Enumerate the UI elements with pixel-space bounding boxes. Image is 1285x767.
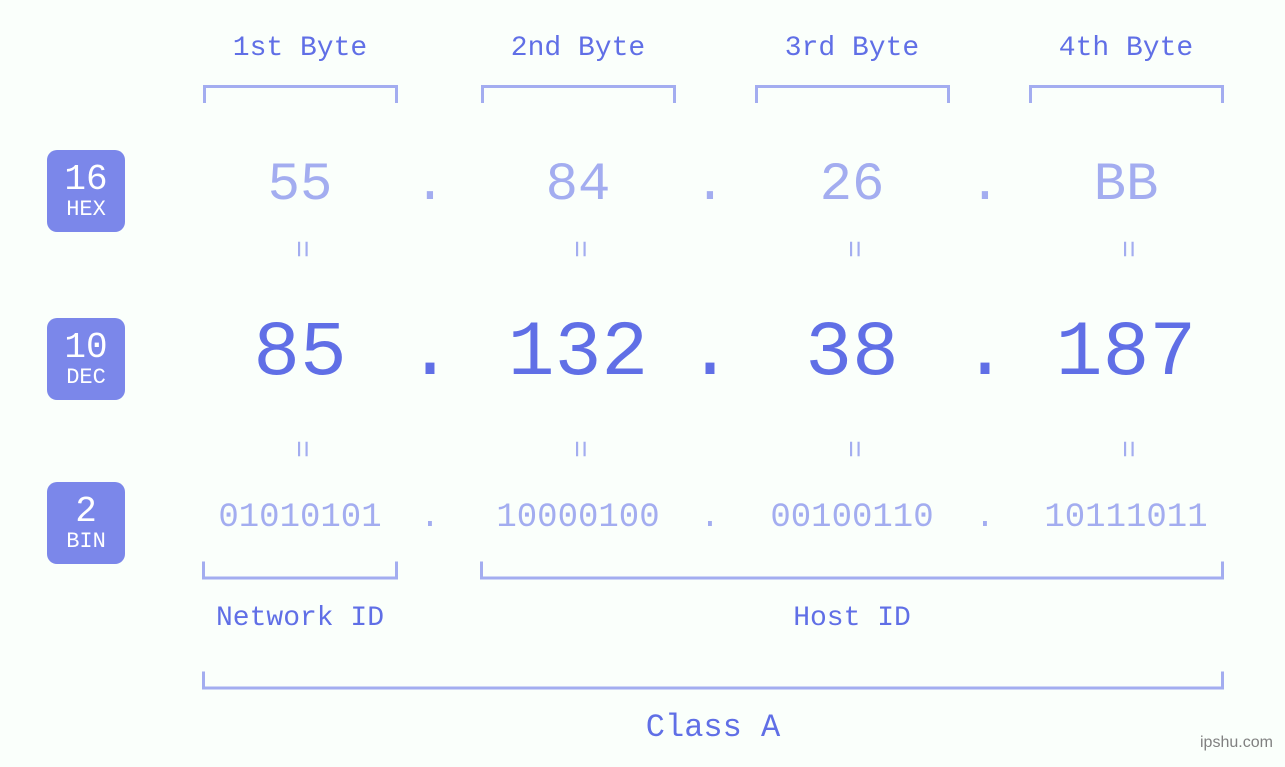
equals-hex-dec-3: = bbox=[835, 219, 869, 279]
badge-hex-num: 16 bbox=[64, 161, 107, 199]
equals-dec-bin-3: = bbox=[835, 419, 869, 479]
badge-hex: 16HEX bbox=[47, 150, 125, 232]
equals-dec-bin-1: = bbox=[283, 419, 317, 479]
dec-dot-1: . bbox=[400, 310, 460, 398]
badge-bin-num: 2 bbox=[75, 493, 97, 531]
badge-dec-num: 10 bbox=[64, 329, 107, 367]
hex-dot-2: . bbox=[680, 155, 740, 216]
equals-hex-dec-2: = bbox=[561, 219, 595, 279]
badge-bin: 2BIN bbox=[47, 482, 125, 564]
byte-label-1: 1st Byte bbox=[180, 33, 420, 64]
network-id-label: Network ID bbox=[202, 603, 398, 634]
badge-bin-label: BIN bbox=[66, 530, 106, 553]
hex-dot-1: . bbox=[400, 155, 460, 216]
badge-hex-label: HEX bbox=[66, 198, 106, 221]
equals-dec-bin-4: = bbox=[1109, 419, 1143, 479]
top-bracket-3 bbox=[755, 85, 950, 106]
equals-hex-dec-4: = bbox=[1109, 219, 1143, 279]
bin-dot-2: . bbox=[680, 499, 740, 537]
hex-dot-3: . bbox=[955, 155, 1015, 216]
top-bracket-1 bbox=[203, 85, 398, 106]
equals-hex-dec-1: = bbox=[283, 219, 317, 279]
top-bracket-4 bbox=[1029, 85, 1224, 106]
equals-dec-bin-2: = bbox=[561, 419, 595, 479]
class-label: Class A bbox=[202, 709, 1224, 746]
byte-label-3: 3rd Byte bbox=[732, 33, 972, 64]
dec-dot-2: . bbox=[680, 310, 740, 398]
byte-label-2: 2nd Byte bbox=[458, 33, 698, 64]
network-id-bracket bbox=[202, 560, 398, 581]
watermark: ipshu.com bbox=[1200, 734, 1273, 752]
class-bracket bbox=[202, 670, 1224, 691]
host-id-bracket bbox=[480, 560, 1224, 581]
bin-dot-3: . bbox=[955, 499, 1015, 537]
byte-label-4: 4th Byte bbox=[1006, 33, 1246, 64]
top-bracket-2 bbox=[481, 85, 676, 106]
dec-dot-3: . bbox=[955, 310, 1015, 398]
host-id-label: Host ID bbox=[480, 603, 1224, 634]
badge-dec: 10DEC bbox=[47, 318, 125, 400]
badge-dec-label: DEC bbox=[66, 366, 106, 389]
bin-dot-1: . bbox=[400, 499, 460, 537]
